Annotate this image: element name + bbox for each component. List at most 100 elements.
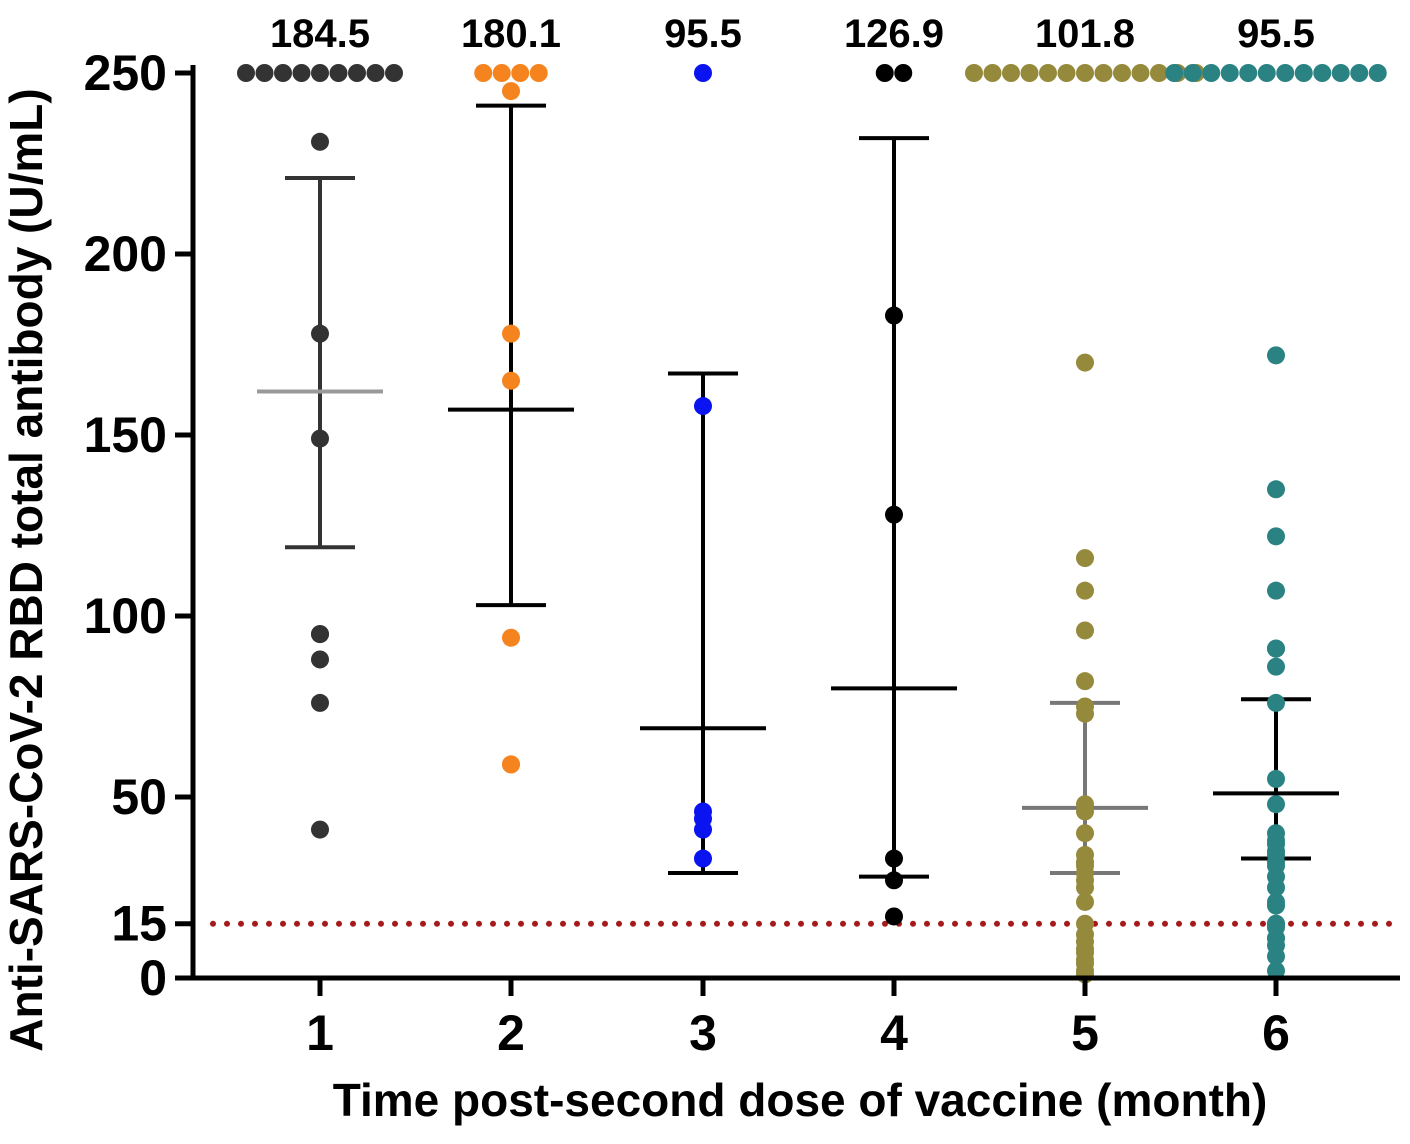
point-month-5-7 xyxy=(1094,64,1113,82)
x-tick-label-5: 5 xyxy=(1071,1005,1099,1061)
point-month-6-0 xyxy=(1165,64,1184,82)
point-month-6-1 xyxy=(1183,64,1202,82)
point-month-5-10 xyxy=(1150,64,1168,82)
point-month-1-6 xyxy=(348,64,366,82)
top-label-month-5: 101.8 xyxy=(1035,12,1135,56)
point-month-5-21 xyxy=(1076,802,1094,821)
point-month-3-0 xyxy=(694,64,712,82)
point-month-4-5 xyxy=(885,871,903,890)
point-month-6-39 xyxy=(1267,947,1285,966)
point-month-6-18 xyxy=(1267,657,1285,676)
point-month-1-5 xyxy=(329,64,348,82)
point-month-6-11 xyxy=(1368,64,1387,82)
point-month-5-6 xyxy=(1076,64,1094,82)
point-month-2-1 xyxy=(492,64,511,82)
point-month-6-4 xyxy=(1239,64,1258,82)
top-label-month-6: 95.5 xyxy=(1237,12,1315,56)
point-month-6-3 xyxy=(1220,64,1239,82)
point-month-6-17 xyxy=(1267,639,1285,658)
point-month-3-4 xyxy=(694,820,712,839)
point-month-2-5 xyxy=(502,324,520,343)
point-month-4-1 xyxy=(894,64,913,82)
point-month-5-4 xyxy=(1039,64,1057,82)
axes-layer xyxy=(175,65,1400,996)
point-month-5-2 xyxy=(1002,64,1020,82)
point-month-1-16 xyxy=(311,820,329,839)
point-month-4-2 xyxy=(885,306,903,325)
y-tick-label-250: 250 xyxy=(84,45,167,101)
point-month-1-2 xyxy=(274,64,292,82)
point-month-5-8 xyxy=(1113,64,1131,82)
point-month-6-15 xyxy=(1267,581,1285,600)
point-month-3-5 xyxy=(694,849,712,868)
point-month-1-0 xyxy=(237,64,255,82)
y-tick-label-0: 0 xyxy=(139,950,167,1006)
y-tick-label-150: 150 xyxy=(84,407,167,463)
point-month-1-15 xyxy=(311,693,329,712)
y-tick-label-100: 100 xyxy=(84,588,167,644)
point-month-2-4 xyxy=(502,82,520,101)
point-month-6-32 xyxy=(1267,896,1285,915)
point-month-1-11 xyxy=(311,429,329,448)
x-tick-label-2: 2 xyxy=(497,1005,525,1061)
point-month-1-4 xyxy=(311,64,329,82)
point-month-6-19 xyxy=(1267,693,1285,712)
point-month-4-4 xyxy=(885,849,903,868)
point-month-3-1 xyxy=(694,397,712,416)
point-month-4-3 xyxy=(885,505,903,524)
y-tick-label-50: 50 xyxy=(111,769,167,825)
point-month-5-0 xyxy=(965,64,983,82)
point-month-5-15 xyxy=(1076,581,1094,600)
top-label-month-3: 95.5 xyxy=(664,12,742,56)
point-month-1-9 xyxy=(311,132,329,151)
y-tick-label-200: 200 xyxy=(84,226,167,282)
point-month-5-17 xyxy=(1076,672,1094,691)
point-month-4-0 xyxy=(875,64,894,82)
point-month-5-5 xyxy=(1057,64,1076,82)
point-month-6-30 xyxy=(1267,878,1285,897)
point-month-6-5 xyxy=(1257,64,1276,82)
point-month-6-7 xyxy=(1294,64,1313,82)
point-month-5-16 xyxy=(1076,621,1094,640)
point-month-5-1 xyxy=(983,64,1002,82)
point-month-5-19 xyxy=(1076,704,1094,723)
point-month-6-9 xyxy=(1331,64,1350,82)
point-month-1-14 xyxy=(311,650,329,669)
point-month-6-12 xyxy=(1267,346,1285,365)
point-month-5-3 xyxy=(1020,64,1039,82)
x-tick-label-6: 6 xyxy=(1262,1005,1290,1061)
y-tick-label-15: 15 xyxy=(111,896,167,952)
point-month-1-3 xyxy=(292,64,311,82)
point-month-5-13 xyxy=(1076,353,1094,372)
point-month-1-1 xyxy=(255,64,274,82)
point-month-1-7 xyxy=(366,64,385,82)
point-month-6-13 xyxy=(1267,480,1285,499)
point-month-2-2 xyxy=(511,64,530,82)
labels-layer: 015 50 100 150 200 250 1 2 3 4 5 6 184.5 180.1 95.5 126… xyxy=(84,12,1315,1061)
x-axis-title: Time post-second dose of vaccine (month) xyxy=(333,1074,1268,1126)
point-month-1-10 xyxy=(311,324,329,343)
point-month-2-9 xyxy=(502,755,520,774)
top-label-month-1: 184.5 xyxy=(270,12,370,56)
points-layer xyxy=(237,64,1387,984)
point-month-5-28 xyxy=(1076,878,1094,897)
y-axis-title: Anti-SARS-CoV-2 RBD total antibody (U/mL… xyxy=(0,88,52,1051)
x-tick-label-1: 1 xyxy=(306,1005,334,1061)
point-month-2-6 xyxy=(502,371,520,390)
point-month-6-20 xyxy=(1267,769,1285,788)
point-month-6-21 xyxy=(1267,795,1285,814)
point-month-4-6 xyxy=(885,907,903,926)
top-label-month-2: 180.1 xyxy=(461,12,561,56)
point-month-5-9 xyxy=(1131,64,1150,82)
x-tick-label-4: 4 xyxy=(880,1005,908,1061)
point-month-6-40 xyxy=(1267,961,1285,980)
top-label-month-4: 126.9 xyxy=(844,12,944,56)
point-month-6-10 xyxy=(1350,64,1369,82)
point-month-5-14 xyxy=(1076,549,1094,568)
point-month-1-13 xyxy=(311,625,329,644)
point-month-2-7 xyxy=(502,628,520,647)
point-month-5-29 xyxy=(1076,892,1094,911)
point-month-2-0 xyxy=(474,64,493,82)
